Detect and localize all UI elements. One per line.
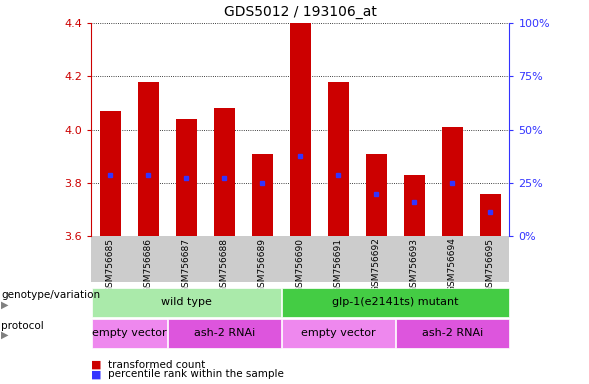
Title: GDS5012 / 193106_at: GDS5012 / 193106_at xyxy=(224,5,377,19)
Bar xyxy=(328,82,349,236)
Text: ▶: ▶ xyxy=(1,330,9,340)
Text: ▶: ▶ xyxy=(1,299,9,310)
Text: wild type: wild type xyxy=(161,297,212,308)
Text: glp-1(e2141ts) mutant: glp-1(e2141ts) mutant xyxy=(332,297,459,308)
Text: empty vector: empty vector xyxy=(301,328,376,338)
Text: transformed count: transformed count xyxy=(108,360,205,370)
Bar xyxy=(480,194,501,236)
Text: ■: ■ xyxy=(91,360,102,370)
Text: empty vector: empty vector xyxy=(92,328,167,338)
Text: ash-2 RNAi: ash-2 RNAi xyxy=(194,328,255,338)
Text: ■: ■ xyxy=(91,369,102,379)
Bar xyxy=(252,154,273,236)
Bar xyxy=(404,175,425,236)
Text: ash-2 RNAi: ash-2 RNAi xyxy=(422,328,483,338)
Bar xyxy=(100,111,121,236)
Text: percentile rank within the sample: percentile rank within the sample xyxy=(108,369,284,379)
Bar xyxy=(176,119,197,236)
Bar xyxy=(214,108,235,236)
Bar xyxy=(138,82,159,236)
Bar xyxy=(366,154,387,236)
Bar xyxy=(290,23,311,236)
Text: protocol: protocol xyxy=(1,321,44,331)
Bar xyxy=(442,127,463,236)
Text: genotype/variation: genotype/variation xyxy=(1,290,100,301)
